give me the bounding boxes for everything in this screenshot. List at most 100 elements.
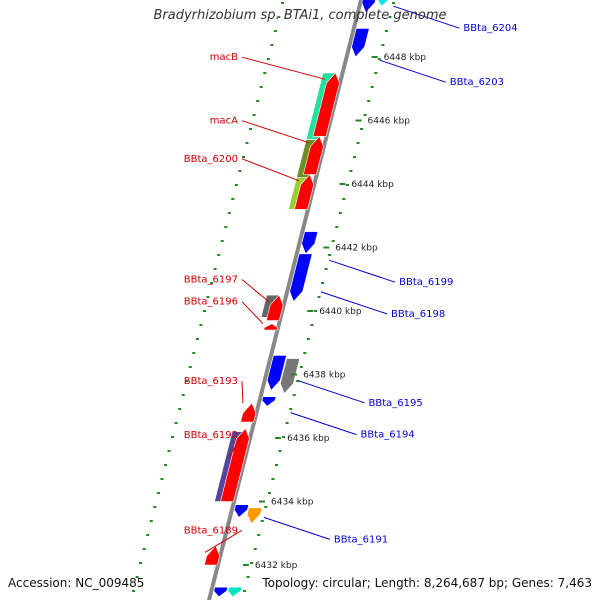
gene-label[interactable]: BBta_6192	[184, 430, 238, 441]
inner-track-dot	[353, 156, 356, 158]
scale-tick-label: 6440 kbp	[319, 307, 362, 317]
reverse-gene-arrow[interactable]	[351, 28, 370, 58]
left-gene-labels: macB macA BBta_6200 BBta_6197 BBta_6196 BBta_…	[184, 52, 326, 553]
gene-label-leader	[228, 434, 243, 458]
gene-label[interactable]: macB	[210, 52, 238, 63]
gene-label[interactable]: BBta_6200	[184, 154, 238, 165]
outer-track-dot	[174, 422, 178, 424]
outer-track-dot	[210, 282, 214, 284]
accession-label: Accession: NC_009485	[8, 576, 145, 590]
reverse-gene-arrow[interactable]	[213, 586, 229, 598]
scale-ticks: 6448 kbp 6446 kbp 6444 kbp 6442 kbp 6440 kbp…	[242, 53, 426, 571]
scale-tick-mark	[291, 373, 298, 376]
outer-track-dot	[259, 86, 263, 88]
inner-track-dot	[246, 576, 250, 578]
right-gene-labels: BBta_6204 BBta_6203 BBta_6199 BBta_6198 BBta…	[263, 5, 518, 545]
inner-track-dot	[292, 394, 296, 396]
outer-track-dot	[217, 254, 221, 256]
inner-track-dot	[384, 30, 388, 32]
outer-track-dot	[252, 114, 256, 116]
outer-track-dot	[238, 170, 242, 172]
outer-track-dot	[263, 72, 267, 74]
forward-gene-arrow[interactable]	[312, 72, 340, 137]
outer-track-dot	[220, 240, 224, 242]
inner-track-dot	[250, 562, 254, 564]
inner-track-dot	[345, 184, 349, 186]
gene-label[interactable]: BBta_6196	[184, 297, 238, 308]
inner-track-dot	[303, 352, 307, 354]
gene-label[interactable]: BBta_6195	[369, 398, 423, 409]
scale-tick-mark	[242, 564, 249, 566]
outer-track-dot	[192, 352, 196, 354]
forward-gene-arrow[interactable]	[240, 402, 257, 423]
scale-tick-mark	[339, 183, 346, 185]
outer-track-dot	[139, 562, 143, 564]
gene-label[interactable]: BBta_6204	[463, 23, 517, 34]
gene-label[interactable]: BBta_6199	[399, 277, 453, 288]
inner-track-dot	[338, 212, 342, 214]
gene-label[interactable]: BBta_6203	[450, 77, 504, 88]
scale-tick-label: 6442 kbp	[335, 244, 378, 254]
forward-gene-arrow[interactable]	[294, 173, 315, 210]
reverse-gene-arrow[interactable]	[261, 396, 277, 407]
outer-track-dot	[153, 506, 157, 508]
genome-backbone	[205, 0, 365, 600]
gene-label[interactable]: BBta_6189	[184, 525, 238, 536]
outer-track-dot	[149, 520, 153, 522]
inner-track-dot	[296, 380, 300, 382]
scale-tick-mark	[323, 246, 330, 249]
inner-track-dot	[257, 534, 261, 536]
forward-gene-arrow[interactable]	[263, 323, 278, 331]
inner-track-dot	[317, 296, 321, 298]
outer-track-dot	[146, 534, 150, 536]
scale-tick-label: 6438 kbp	[303, 371, 346, 381]
reverse-gene-arrow[interactable]	[301, 231, 319, 255]
inner-track-dot	[360, 128, 364, 130]
gene-label[interactable]: macA	[210, 116, 238, 127]
gene-label[interactable]: BBta_6193	[184, 376, 238, 387]
reverse-gene-arrow[interactable]	[227, 586, 243, 598]
scale-tick-label: 6446 kbp	[368, 117, 411, 127]
outer-track-dot	[156, 492, 160, 494]
reverse-gene-arrow[interactable]	[361, 0, 377, 14]
gene-label-leader	[241, 301, 264, 325]
inner-track-dot	[306, 338, 310, 340]
outer-track-dot	[199, 324, 203, 326]
gene-label[interactable]: BBta_6197	[184, 275, 238, 286]
forward-gene-arrow[interactable]	[302, 135, 324, 175]
forward-gene-arrow[interactable]	[204, 545, 221, 566]
inner-track-dot	[289, 408, 293, 410]
gene-label-leader	[241, 158, 300, 182]
reverse-gene-arrow[interactable]	[279, 358, 301, 395]
reverse-gene-arrow[interactable]	[289, 253, 313, 303]
gene-label[interactable]: BBta_6191	[334, 534, 388, 545]
inner-track-dot	[328, 254, 332, 256]
gene-label[interactable]: BBta_6194	[361, 430, 415, 441]
reverse-gene-arrow[interactable]	[266, 355, 287, 391]
inner-track-dot	[335, 226, 339, 228]
outer-track-dot	[195, 338, 199, 340]
gene-label-leader	[320, 291, 388, 315]
gene-label-leader	[241, 381, 244, 404]
forward-gene-arrow[interactable]	[265, 294, 284, 321]
reverse-gene-arrow[interactable]	[234, 504, 250, 518]
inner-track-dot	[381, 44, 385, 46]
inner-track-dot	[264, 506, 268, 508]
inner-track-dot	[363, 114, 367, 116]
gene-label-leader	[379, 59, 446, 83]
gene-label-leader	[263, 516, 331, 540]
outer-track-dot	[213, 268, 217, 270]
outer-track-dot	[249, 128, 253, 130]
gene-label-leader	[328, 259, 396, 283]
gene-label-leader	[241, 120, 309, 144]
gene-label[interactable]: BBta_6198	[391, 309, 445, 320]
reverse-gene-arrow[interactable]	[377, 0, 391, 7]
inner-track-dot	[342, 198, 346, 200]
scale-tick-mark	[275, 437, 282, 439]
outer-track-dot	[273, 30, 277, 32]
reverse-gene-arrow[interactable]	[246, 507, 263, 525]
gene-features	[204, 0, 391, 598]
scale-tick-mark	[259, 500, 265, 503]
outer-track-dot	[181, 394, 185, 396]
